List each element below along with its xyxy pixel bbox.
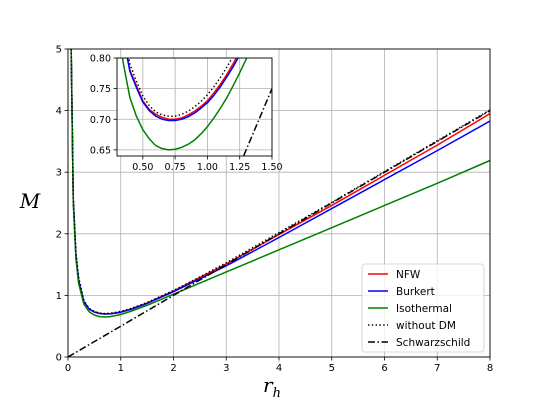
inset-y-tick-label: 0.75	[90, 84, 111, 95]
legend-label-burkert: Burkert	[396, 286, 435, 298]
main-y-tick-label: 3	[56, 168, 62, 179]
main-plot-frame	[67, 48, 491, 358]
inset-axis-ticks: 0.50 0.75 1.00 1.25 1.50 0.65 0.70 0.75 0.80	[90, 54, 283, 174]
main-y-tick-label: 0	[56, 353, 62, 364]
inset-zoom-panel: 0.50 0.75 1.00 1.25 1.50 0.65 0.70 0.75 0.80	[90, 54, 283, 174]
main-x-tick-label: 3	[223, 363, 229, 374]
main-series-schwarzschild	[68, 109, 490, 357]
inset-x-tick-label: 0.75	[165, 162, 186, 173]
main-x-tick-label: 8	[487, 363, 493, 374]
main-y-tick-label: 4	[56, 106, 62, 117]
main-x-tick-label: 5	[329, 363, 335, 374]
x-axis-label: rh	[263, 373, 281, 401]
inset-x-tick-label: 1.00	[197, 162, 218, 173]
main-y-tick-label: 2	[56, 229, 62, 240]
x-axis-label-subscript: h	[273, 386, 281, 401]
main-plot-lines	[68, 49, 490, 357]
legend-box	[361, 263, 485, 353]
inset-y-tick-label: 0.80	[90, 54, 111, 65]
inset-y-tick-label: 0.65	[90, 145, 111, 156]
inset-plot-lines	[121, 58, 272, 156]
main-series-without-dm	[70, 49, 490, 315]
main-axis-ticks: 0 1 2 3 4 5 6 7 8 0 1 2 3 4 5	[56, 45, 494, 375]
legend-label-isothermal: Isothermal	[396, 303, 452, 315]
main-y-tick-label: 1	[56, 291, 62, 302]
legend-label-without-dm: without DM	[396, 320, 456, 332]
main-x-tick-label: 2	[170, 363, 176, 374]
main-x-tick-label: 1	[118, 363, 124, 374]
inset-series-schwarzschild	[242, 88, 272, 156]
legend-label-schwarzschild: Schwarzschild	[396, 337, 470, 349]
inset-y-tick-label: 0.70	[90, 115, 111, 126]
inset-x-tick-label: 0.50	[132, 162, 153, 173]
main-x-tick-label: 4	[276, 363, 282, 374]
inset-series-without-dm	[127, 58, 234, 117]
inset-x-tick-label: 1.50	[261, 162, 282, 173]
main-x-tick-label: 0	[65, 363, 71, 374]
legend: NFW Burkert Isothermal without DM Schwarzsch…	[361, 263, 485, 353]
main-x-tick-label: 6	[381, 363, 387, 374]
y-axis-label: M	[19, 189, 41, 213]
inset-series-burkert	[126, 58, 239, 122]
main-series-isothermal	[70, 49, 490, 318]
inset-series-isothermal	[121, 58, 248, 151]
inset-x-tick-label: 1.25	[229, 162, 250, 173]
main-x-tick-label: 7	[434, 363, 440, 374]
legend-label-nfw: NFW	[396, 269, 421, 281]
inset-background	[117, 58, 272, 156]
inset-frame	[116, 57, 273, 157]
main-y-tick-label: 5	[56, 45, 62, 56]
